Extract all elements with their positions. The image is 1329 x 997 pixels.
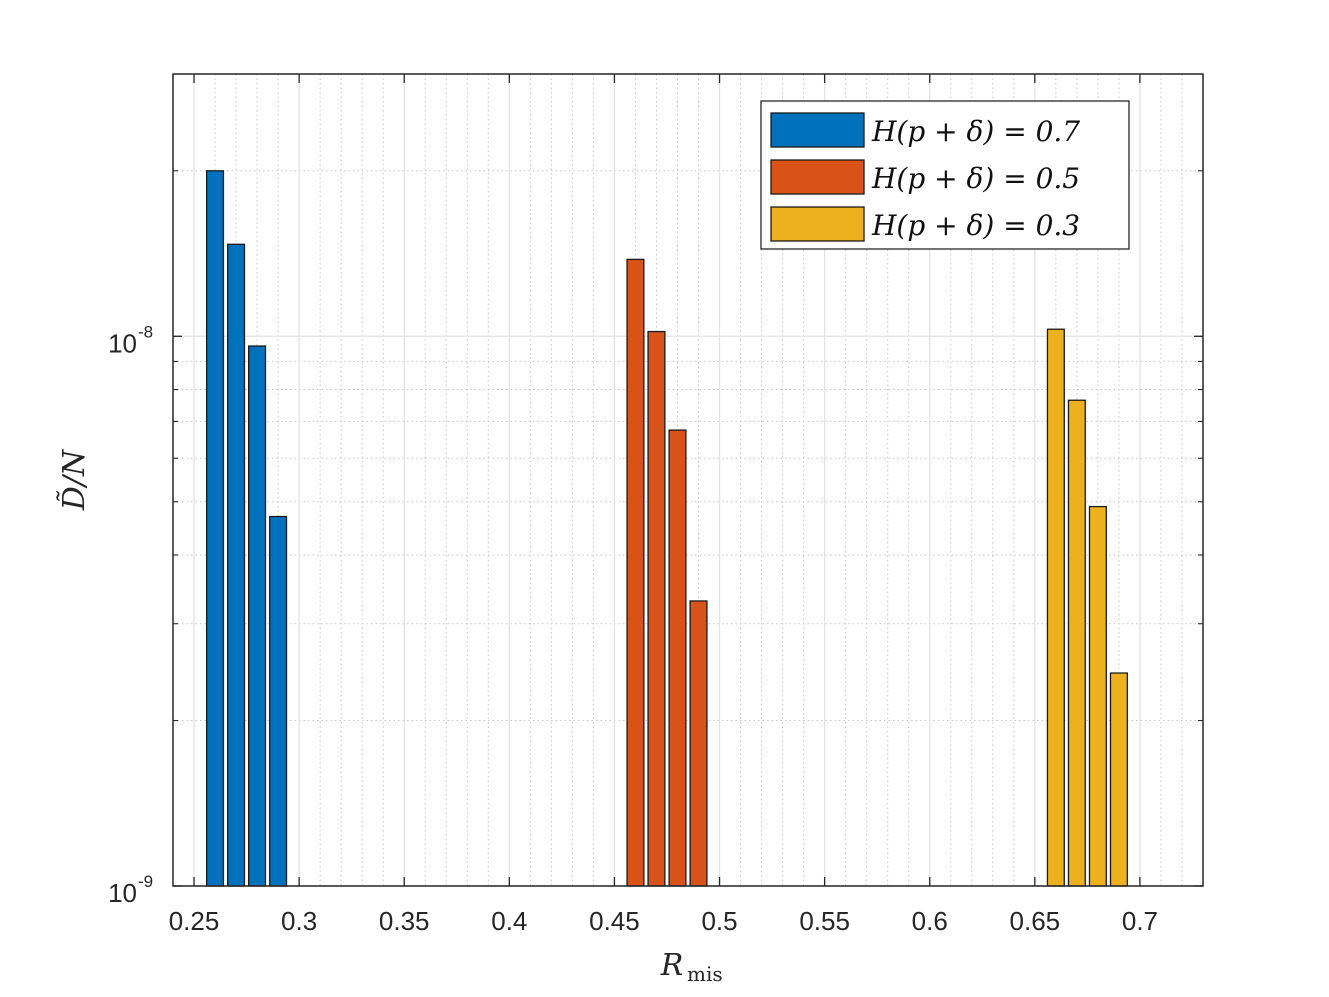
- x-tick-label: 0.6: [912, 906, 948, 936]
- y-axis-title: D̃/N: [57, 448, 92, 511]
- x-tick-label: 0.25: [169, 906, 220, 936]
- legend-swatch-2: [770, 159, 865, 195]
- x-axis-title: R: [660, 948, 684, 983]
- axes-layer: 0.25 0.3 0.35 0.4 0.45 0.5 0.55 0.6 0.65 0.710 -91…: [57, 73, 1204, 986]
- legend-label-2: H(p + δ) = 0.5: [871, 162, 1080, 195]
- bar-series-2-1: [626, 258, 645, 887]
- bar-layer: [205, 170, 1128, 887]
- bar-series-1-4: [269, 515, 288, 887]
- legend-label-3: H(p + δ) = 0.3: [871, 209, 1080, 242]
- bar-series-3-1: [1046, 328, 1065, 887]
- legend-swatch-3: [770, 206, 865, 242]
- x-tick-label: 0.4: [491, 906, 527, 936]
- legend-swatch-1: [770, 112, 865, 148]
- legend-label-1: H(p + δ) = 0.7: [871, 115, 1080, 148]
- bar-series-2-2: [647, 330, 666, 887]
- x-tick-label: 0.5: [701, 906, 737, 936]
- x-tick-label: 0.35: [379, 906, 430, 936]
- bar-series-1-3: [248, 345, 267, 887]
- bar-series-1-2: [227, 243, 246, 887]
- bar-series-3-4: [1109, 672, 1128, 887]
- bar-series-2-4: [689, 600, 708, 887]
- y-tick-exponent: -8: [138, 322, 153, 341]
- x-tick-label: 0.55: [799, 906, 850, 936]
- x-axis-title-subscript: mis: [687, 962, 723, 986]
- axes-frame: [172, 73, 1204, 887]
- x-tick-label: 0.65: [1010, 906, 1061, 936]
- y-tick-label: 10: [108, 328, 137, 358]
- legend: H(p + δ) = 0.7 H(p + δ) = 0.5 H(p + δ) = 0…: [760, 100, 1130, 250]
- x-tick-label: 0.7: [1122, 906, 1158, 936]
- x-tick-label: 0.3: [281, 906, 317, 936]
- bar-series-2-3: [668, 429, 687, 887]
- y-tick-exponent: -9: [138, 872, 153, 891]
- bar-series-3-2: [1067, 399, 1086, 887]
- y-tick-label: 10: [108, 878, 137, 908]
- bar-series-1-1: [205, 170, 225, 887]
- bar-series-3-3: [1088, 505, 1107, 887]
- x-tick-label: 0.45: [589, 906, 640, 936]
